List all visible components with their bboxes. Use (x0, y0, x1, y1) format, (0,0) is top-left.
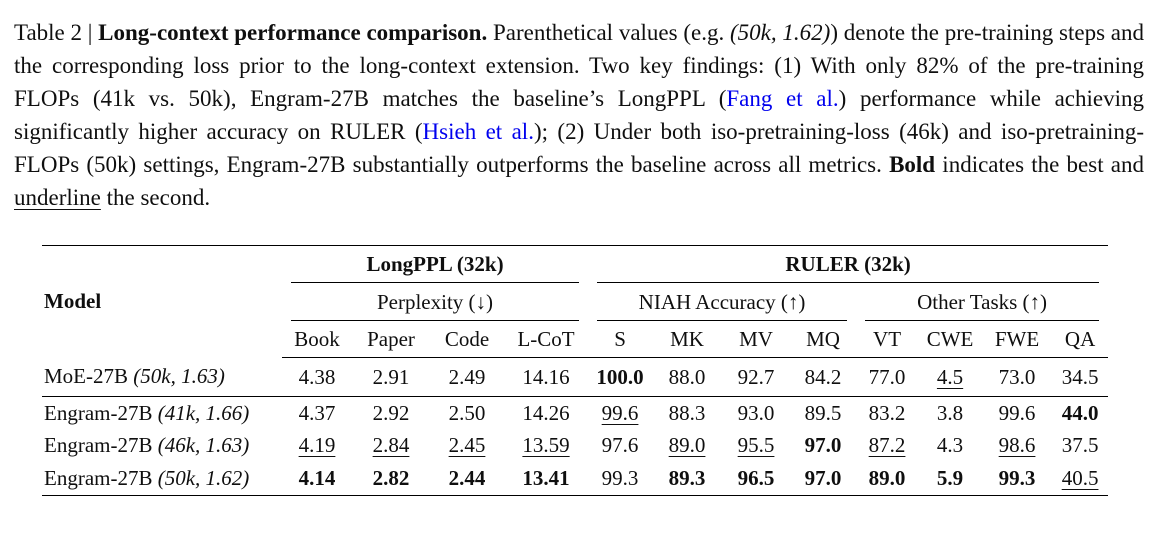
value-cell: 14.16 (504, 357, 589, 397)
table-row: MoE-27B (50k, 1.63) 4.38 2.91 2.49 14.16 100.… (42, 357, 1109, 397)
column-header: MV (722, 321, 791, 358)
caption-segment: ) denote the pre-training steps and the … (14, 20, 1145, 111)
citation-link[interactable]: Fang et al. (726, 86, 839, 111)
value-cell: 92.7 (722, 357, 791, 397)
value-cell: 2.82 (352, 461, 430, 496)
value-cell: 88.0 (652, 357, 723, 397)
value-cell: 89.0 (668, 432, 706, 457)
column-header: QA (1052, 321, 1109, 358)
value-cell: 95.5 (737, 432, 775, 457)
value-cell: 98.6 (998, 432, 1036, 457)
value-cell: 2.49 (430, 357, 504, 397)
value-cell: 2.44 (430, 461, 504, 496)
value-cell: 77.0 (856, 357, 919, 397)
group-header: RULER (32k) (588, 245, 1109, 283)
model-cell: Engram-27B (46k, 1.63) (42, 429, 282, 461)
value-cell: 88.3 (668, 400, 706, 425)
model-name: Engram-27B (44, 465, 158, 490)
table-row: Engram-27B (50k, 1.62) 4.14 2.82 2.44 13.41 9… (42, 461, 1109, 496)
value-cell: 2.92 (372, 400, 410, 425)
value-cell: 40.5 (1052, 461, 1109, 496)
value-cell: 97.0 (790, 461, 857, 496)
column-header: FWE (982, 321, 1053, 358)
value-cell: 4.19 (298, 432, 336, 457)
column-header: CWE (918, 321, 983, 358)
model-cell: MoE-27B (50k, 1.63) (42, 357, 282, 397)
value-cell: 2.91 (352, 357, 430, 397)
subgroup-header: NIAH Accuracy (↑) (588, 283, 856, 321)
value-cell: 13.59 (522, 432, 570, 457)
value-cell: 99.3 (588, 461, 653, 496)
table-row: Engram-27B (46k, 1.63) 4.19 2.84 2.45 13.59 9… (42, 429, 1108, 461)
value-cell: 93.0 (737, 400, 775, 425)
table-body: MoE-27B (50k, 1.63) 4.38 2.91 2.49 14.16 100.… (42, 357, 1109, 496)
model-column-header: Model (42, 245, 282, 358)
value-cell: 96.5 (722, 461, 791, 496)
value-cell: 3.8 (936, 400, 964, 425)
value-cell: 99.6 (601, 400, 639, 425)
value-cell: 87.2 (868, 432, 906, 457)
model-note: (46k, 1.63) (157, 432, 250, 457)
value-cell: 84.2 (790, 357, 857, 397)
model-note: (50k, 1.62) (157, 465, 250, 490)
value-cell: 89.3 (652, 461, 723, 496)
model-cell: Engram-27B (50k, 1.62) (42, 461, 282, 496)
value-cell: 44.0 (1061, 400, 1099, 425)
caption-segment: (50k, 1.62) (730, 20, 831, 45)
column-header: Book (282, 321, 352, 358)
value-cell: 4.38 (282, 357, 352, 397)
column-header: S (588, 321, 653, 358)
caption-segment: ) performance while achieving significan… (14, 86, 1144, 144)
column-header: L-CoT (504, 321, 589, 358)
group-header: LongPPL (32k) (282, 245, 589, 283)
value-cell: 13.41 (504, 461, 589, 496)
value-cell: 99.3 (982, 461, 1053, 496)
value-cell: 89.0 (856, 461, 919, 496)
caption-segment: Bold (889, 152, 936, 177)
value-cell: 97.0 (804, 432, 842, 457)
value-cell: 73.0 (982, 357, 1053, 397)
value-cell: 4.5 (918, 357, 983, 397)
subgroup-header: Other Tasks (↑) (856, 283, 1108, 321)
model-note: (50k, 1.63) (133, 364, 225, 389)
model-name: Engram-27B (44, 432, 158, 457)
value-cell: 83.2 (868, 400, 906, 425)
value-cell: 34.5 (1052, 357, 1109, 397)
value-cell: 2.45 (448, 432, 486, 457)
subgroup-header: Perplexity (↓) (282, 283, 588, 321)
table-head: Model LongPPL (32k) RULER (32k) Perplexity … (42, 245, 1109, 358)
model-name: Engram-27B (44, 400, 158, 425)
caption-segment: Long-context performance comparison. (98, 20, 488, 45)
caption-segment: Parenthetical values (e.g. (487, 20, 730, 45)
caption-segment: the second. (100, 185, 211, 210)
value-cell: 14.26 (522, 400, 570, 425)
value-cell: 100.0 (588, 357, 653, 397)
value-cell: 5.9 (918, 461, 983, 496)
value-cell: 97.6 (601, 432, 639, 457)
table-row: Engram-27B (41k, 1.66) 4.37 2.92 2.50 14.26 9… (42, 397, 1108, 430)
column-header: VT (856, 321, 919, 358)
value-cell: 99.6 (998, 400, 1036, 425)
caption-segment: Table 2 | (14, 20, 99, 45)
value-cell: 2.50 (448, 400, 486, 425)
value-cell: 89.5 (804, 400, 842, 425)
caption-segment: underline (14, 185, 101, 210)
caption-segment: indicates the best and (935, 152, 1144, 177)
citation-link[interactable]: Hsieh et al. (422, 119, 534, 144)
model-note: (41k, 1.66) (157, 400, 250, 425)
column-header: Code (430, 321, 504, 358)
column-header: MQ (790, 321, 857, 358)
value-cell: 4.3 (936, 432, 964, 457)
value-cell: 37.5 (1061, 432, 1099, 457)
model-name: MoE-27B (44, 364, 134, 389)
value-cell: 4.14 (282, 461, 352, 496)
value-cell: 2.84 (372, 432, 410, 457)
column-header: MK (652, 321, 723, 358)
column-header: Paper (352, 321, 430, 358)
caption-segment: ); (2) Under both iso-pretraining-loss (… (14, 119, 1144, 177)
model-cell: Engram-27B (41k, 1.66) (42, 397, 282, 430)
results-table: Model LongPPL (32k) RULER (32k) Perplexity … (42, 245, 1109, 496)
table-caption: Table 2 | Long-context performance compa… (14, 16, 1144, 214)
value-cell: 4.37 (298, 400, 336, 425)
